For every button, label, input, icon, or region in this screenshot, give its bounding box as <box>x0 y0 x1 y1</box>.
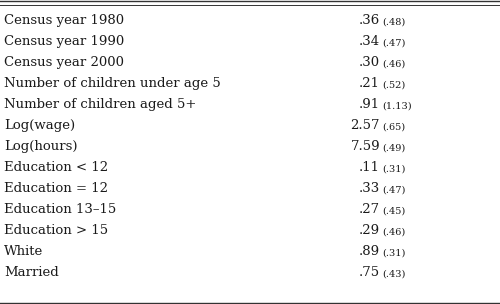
Text: (.48): (.48) <box>382 18 405 26</box>
Text: Education < 12: Education < 12 <box>4 161 108 174</box>
Text: .29: .29 <box>359 224 380 237</box>
Text: .34: .34 <box>359 35 380 48</box>
Text: (.45): (.45) <box>382 206 405 216</box>
Text: (.49): (.49) <box>382 143 405 153</box>
Text: (.43): (.43) <box>382 270 406 278</box>
Text: Education > 15: Education > 15 <box>4 224 108 237</box>
Text: Education = 12: Education = 12 <box>4 182 108 195</box>
Text: .33: .33 <box>359 182 380 195</box>
Text: (.47): (.47) <box>382 185 406 195</box>
Text: (.46): (.46) <box>382 60 405 68</box>
Text: (.31): (.31) <box>382 248 406 257</box>
Text: .75: .75 <box>359 266 380 279</box>
Text: .91: .91 <box>359 98 380 111</box>
Text: (.65): (.65) <box>382 123 405 132</box>
Text: 7.59: 7.59 <box>350 140 380 153</box>
Text: (.46): (.46) <box>382 227 405 237</box>
Text: Number of children aged 5+: Number of children aged 5+ <box>4 98 196 111</box>
Text: .36: .36 <box>359 14 380 27</box>
Text: .89: .89 <box>359 245 380 258</box>
Text: 2.57: 2.57 <box>350 119 380 132</box>
Text: Census year 1990: Census year 1990 <box>4 35 124 48</box>
Text: (.47): (.47) <box>382 39 406 47</box>
Text: .21: .21 <box>359 77 380 90</box>
Text: .30: .30 <box>359 56 380 69</box>
Text: (.52): (.52) <box>382 81 405 89</box>
Text: .11: .11 <box>359 161 380 174</box>
Text: Census year 2000: Census year 2000 <box>4 56 124 69</box>
Text: Education 13–15: Education 13–15 <box>4 203 116 216</box>
Text: White: White <box>4 245 43 258</box>
Text: Number of children under age 5: Number of children under age 5 <box>4 77 221 90</box>
Text: (1.13): (1.13) <box>382 102 412 110</box>
Text: .27: .27 <box>359 203 380 216</box>
Text: Census year 1980: Census year 1980 <box>4 14 124 27</box>
Text: Log(hours): Log(hours) <box>4 140 78 153</box>
Text: (.31): (.31) <box>382 164 406 174</box>
Text: Married: Married <box>4 266 59 279</box>
Text: Log(wage): Log(wage) <box>4 119 75 132</box>
